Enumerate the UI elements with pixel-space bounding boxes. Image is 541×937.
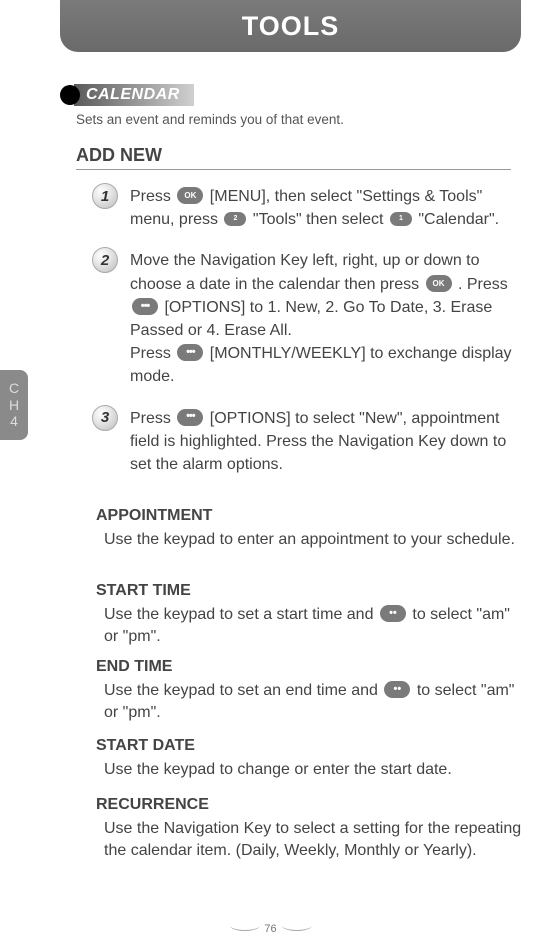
step-1: 1Press OK [MENU], then select "Settings … [92, 185, 531, 231]
subsection-start-date: START DATE Use the keypad to change or en… [96, 737, 525, 781]
addnew-heading: ADD NEW [76, 145, 511, 170]
softkey-icon [384, 681, 410, 698]
steps-container: 1Press OK [MENU], then select "Settings … [92, 185, 531, 494]
subsection-heading: APPOINTMENT [96, 507, 525, 525]
step-text: Press [OPTIONS] to select "New", appoint… [130, 407, 531, 477]
step-text: Move the Navigation Key left, right, up … [130, 249, 531, 388]
options-key-icon [177, 344, 203, 361]
subsection-heading: START TIME [96, 582, 525, 600]
subsection-recurrence: RECURRENCE Use the Navigation Key to sele… [96, 796, 525, 863]
numkey-1-icon: 1 [390, 212, 412, 226]
subsection-start-time: START TIME Use the keypad to set a start … [96, 582, 525, 649]
step-number-badge: 2 [92, 247, 118, 273]
subsection-heading: RECURRENCE [96, 796, 525, 814]
subsection-body: Use the keypad to set an end time and to… [96, 680, 525, 725]
ok-key-icon: OK [426, 275, 452, 292]
step-3: 3 Press [OPTIONS] to select "New", appoin… [92, 407, 531, 477]
side-tab-4: 4 [10, 413, 18, 430]
subsection-heading: START DATE [96, 737, 525, 755]
section-subtitle: Sets an event and reminds you of that ev… [76, 112, 344, 127]
section-badge: CALENDAR [60, 84, 194, 106]
subsection-body: Use the keypad to set a start time and t… [96, 604, 525, 649]
page-number: 76 [227, 923, 313, 935]
subsection-appointment: APPOINTMENT Use the keypad to enter an ap… [96, 507, 525, 551]
options-key-icon [132, 298, 158, 315]
softkey-icon [380, 605, 406, 622]
header-title: TOOLS [242, 11, 340, 42]
subsection-heading: END TIME [96, 658, 525, 676]
subsection-body: Use the keypad to enter an appointment t… [96, 529, 525, 551]
side-chapter-tab: C H 4 [0, 370, 28, 440]
step-2: 2 Move the Navigation Key left, right, up… [92, 249, 531, 388]
step-number-badge: 1 [92, 183, 118, 209]
badge-circle-icon [60, 85, 80, 105]
step-text: Press OK [MENU], then select "Settings &… [130, 185, 531, 231]
subsection-body: Use the Navigation Key to select a setti… [96, 818, 525, 863]
badge-label: CALENDAR [74, 84, 194, 106]
side-tab-h: H [9, 397, 19, 414]
numkey-2-icon: 2 [224, 212, 246, 226]
ok-key-icon: OK [177, 187, 203, 204]
side-tab-c: C [9, 380, 19, 397]
options-key-icon [177, 409, 203, 426]
step-number-badge: 3 [92, 405, 118, 431]
header-tab: TOOLS [60, 0, 521, 52]
subsection-body: Use the keypad to change or enter the st… [96, 759, 525, 781]
subsection-end-time: END TIME Use the keypad to set an end tim… [96, 658, 525, 725]
